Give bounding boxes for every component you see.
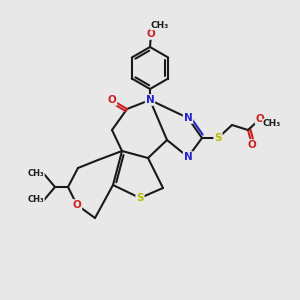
Text: S: S <box>214 133 222 143</box>
Text: CH₃: CH₃ <box>151 20 169 29</box>
Text: N: N <box>184 152 192 162</box>
Text: N: N <box>146 95 154 105</box>
Text: CH₃: CH₃ <box>27 196 44 205</box>
Text: O: O <box>147 29 155 39</box>
Text: CH₃: CH₃ <box>27 169 44 178</box>
Text: S: S <box>136 193 144 203</box>
Text: O: O <box>73 200 81 210</box>
Text: O: O <box>256 114 264 124</box>
Text: CH₃: CH₃ <box>263 119 281 128</box>
Text: N: N <box>184 113 192 123</box>
Text: O: O <box>248 140 256 150</box>
Text: O: O <box>108 95 116 105</box>
